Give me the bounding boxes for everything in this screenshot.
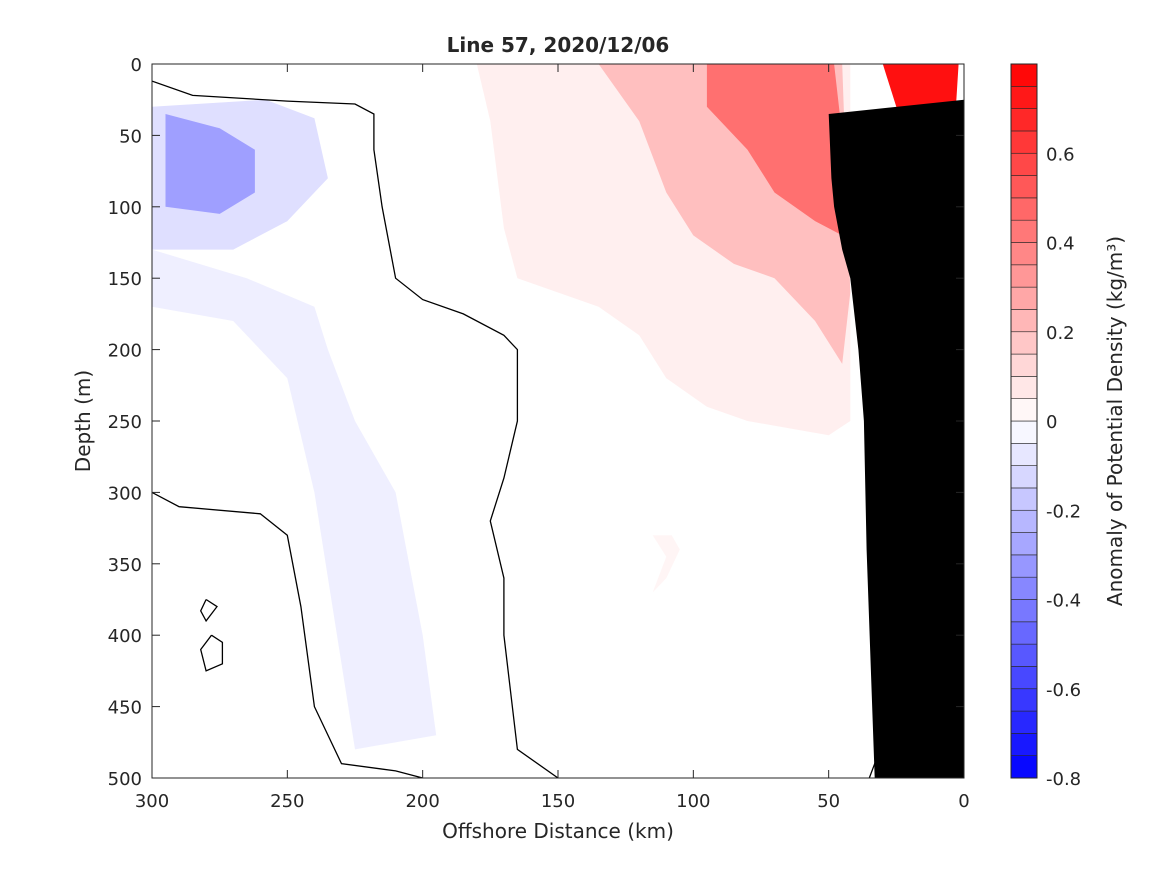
colorbar-swatch (1010, 108, 1038, 132)
x-tick-label-300: 300 (135, 791, 169, 812)
colorbar-swatch (1010, 353, 1038, 377)
colorbar-swatch (1010, 532, 1038, 556)
x-tick-label-200: 200 (405, 791, 439, 812)
colorbar-swatch (1010, 242, 1038, 266)
colorbar-swatch (1010, 487, 1038, 511)
x-axis-label: Offshore Distance (km) (442, 819, 674, 843)
colorbar-swatch (1010, 443, 1038, 466)
colorbar-swatch (1010, 264, 1038, 288)
density-field-nearshore-strong (706, 64, 843, 236)
zero-contour-line-1 (152, 80, 559, 778)
x-tick-label-100: 100 (676, 791, 710, 812)
chart-title: Line 57, 2020/12/06 (447, 33, 670, 57)
zero-contour-line-3 (199, 598, 218, 623)
colorbar-swatch (1010, 599, 1038, 623)
colorbar-tick-label-0.4: 0.4 (1046, 234, 1075, 255)
colorbar-swatch (1010, 465, 1038, 489)
colorbar-tick-label-0.2: 0.2 (1046, 323, 1075, 344)
contour-layer (152, 80, 879, 778)
x-tick-label-0: 0 (958, 791, 969, 812)
y-tick-label-0: 0 (131, 55, 142, 76)
colorbar-label: Anomaly of Potential Density (kg/m³) (1103, 236, 1127, 606)
colorbar-tick-label-0: 0 (1046, 412, 1057, 433)
colorbar-frame (1010, 63, 1038, 779)
colorbar-swatch (1010, 554, 1038, 578)
colorbar-swatch (1010, 643, 1038, 667)
colorbar-tick-label--0.4: -0.4 (1046, 591, 1081, 612)
colorbar-tick-label--0.8: -0.8 (1046, 769, 1081, 790)
zero-contour-line-2 (152, 491, 423, 778)
y-axis: 0 50 100 150 200 250 300 350 400 450 500 (108, 55, 964, 790)
colorbar-swatch (1010, 666, 1038, 690)
colorbar-tick-label--0.2: -0.2 (1046, 501, 1081, 522)
bathymetry-layer (828, 99, 964, 778)
y-tick-label-150: 150 (108, 269, 142, 290)
colorbar-swatch (1010, 509, 1038, 533)
colorbar-swatch (1010, 130, 1038, 154)
colorbar-swatch (1010, 309, 1038, 333)
x-axis: 300 250 200 150 100 50 0 (135, 64, 970, 812)
colorbar-swatch (1010, 733, 1038, 756)
colorbar-swatch (1010, 420, 1038, 444)
zero-contour-line-4 (199, 634, 224, 672)
colorbar-swatch (1010, 621, 1038, 645)
colorbar-swatch (1010, 710, 1038, 734)
colorbar-swatch (1010, 197, 1038, 221)
y-tick-label-300: 300 (108, 483, 142, 504)
colorbar-swatch (1010, 688, 1038, 712)
bathymetry-shelf (828, 99, 964, 778)
colorbar-swatch (1010, 755, 1038, 779)
colorbar-swatch (1010, 86, 1038, 109)
y-tick-label-400: 400 (108, 626, 142, 647)
colorbar-swatch (1010, 331, 1038, 355)
y-tick-label-450: 450 (108, 698, 142, 719)
colorbar-swatch (1010, 398, 1038, 422)
density-field-deep-negative-tongue (152, 249, 437, 750)
y-tick-label-350: 350 (108, 555, 142, 576)
colorbar-swatch (1010, 219, 1038, 243)
colorbar-swatch (1010, 152, 1038, 176)
colorbar-swatch (1010, 63, 1038, 87)
y-tick-label-200: 200 (108, 341, 142, 362)
colorbar-swatch (1010, 175, 1038, 199)
field-layer (152, 64, 959, 750)
density-field-deep-weak-positive (652, 535, 680, 593)
y-tick-label-100: 100 (108, 198, 142, 219)
x-tick-label-150: 150 (541, 791, 575, 812)
colorbar-tick-label--0.6: -0.6 (1046, 680, 1081, 701)
y-axis-label: Depth (m) (71, 370, 95, 472)
y-tick-label-250: 250 (108, 412, 142, 433)
colorbar-swatch (1010, 286, 1038, 310)
colorbar: -0.8 -0.6 -0.4 -0.2 0 0.2 0.4 0.6 (1010, 63, 1081, 790)
x-tick-label-50: 50 (817, 791, 840, 812)
y-tick-label-50: 50 (119, 126, 142, 147)
y-tick-label-500: 500 (108, 769, 142, 790)
colorbar-swatch (1010, 376, 1038, 399)
colorbar-swatch (1010, 576, 1038, 600)
x-tick-label-250: 250 (270, 791, 304, 812)
density-field-subsurface-negative-core (165, 114, 255, 214)
colorbar-tick-label-0.6: 0.6 (1046, 144, 1075, 165)
